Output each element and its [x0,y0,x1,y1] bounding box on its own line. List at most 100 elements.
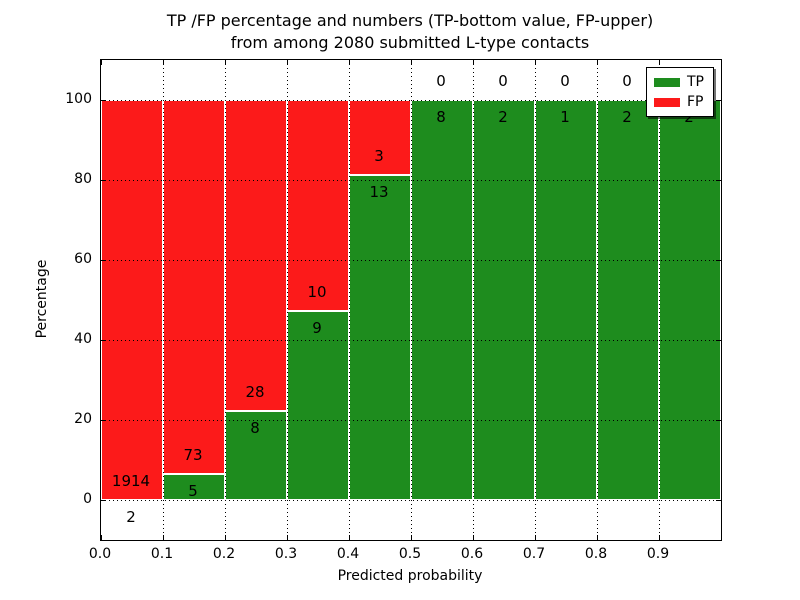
fp-count-label: 10 [307,282,327,301]
x-tick-mark [411,535,412,540]
tp-count-label: 8 [250,419,260,438]
y-tick-label: 0 [83,491,92,507]
legend-swatch-tp-icon [654,77,680,87]
x-tick-label: 0.7 [522,546,546,562]
tp-count-label: 2 [684,108,694,126]
y-tick-mark [101,260,106,261]
gridline-vertical [659,60,660,540]
gridline-horizontal [101,340,721,341]
gridline-horizontal [101,180,721,181]
tp-count-label: 2 [126,507,136,526]
gridline-horizontal [101,100,721,101]
bar-segment-fp [287,100,349,311]
x-tick-label: 0.6 [460,546,484,562]
y-tick-mark [716,260,721,261]
x-tick-mark [411,60,412,65]
legend-item-fp: FP [647,94,713,110]
fp-count-label: 0 [436,72,446,90]
gridline-vertical [287,60,288,540]
bar-segment-tp [597,100,659,500]
y-tick-mark [101,500,106,501]
x-tick-mark [163,535,164,540]
y-tick-mark [716,420,721,421]
fp-count-label: 28 [245,383,265,402]
tp-count-label: 9 [312,318,322,337]
fp-count-label: 0 [560,72,570,90]
tp-count-label: 2 [498,108,508,126]
x-tick-label: 0.0 [88,546,112,562]
bar-segment-tp [411,100,473,500]
gridline-horizontal [101,500,721,501]
bar-segment-fp [163,100,225,475]
chart-title: TP /FP percentage and numbers (TP-bottom… [100,10,720,54]
gridline-vertical [473,60,474,540]
tp-count-label: 1 [560,108,570,126]
y-tick-mark [716,500,721,501]
bar-segment-tp [473,100,535,500]
gridline-vertical [535,60,536,540]
gridline-horizontal [101,420,721,421]
x-axis-label: Predicted probability [337,568,483,584]
tp-count-label: 5 [188,482,198,501]
gridline-vertical [225,60,226,540]
y-tick-label: 20 [74,411,92,427]
y-tick-mark [101,340,106,341]
x-tick-mark [287,60,288,65]
x-tick-label: 0.8 [584,546,608,562]
gridline-vertical [597,60,598,540]
plot-area [100,59,722,541]
fp-count-label: 0 [498,72,508,90]
x-tick-mark [101,60,102,65]
legend-label-fp: FP [687,94,704,110]
x-tick-mark [597,535,598,540]
y-tick-label: 100 [65,91,92,107]
fp-count-label: 3 [374,147,384,165]
tp-count-label: 2 [622,108,632,126]
x-tick-label: 0.4 [336,546,360,562]
gridline-vertical [411,60,412,540]
bar-segment-fp [225,100,287,412]
x-tick-mark [535,535,536,540]
y-tick-label: 40 [74,331,92,347]
y-tick-mark [101,420,106,421]
y-tick-mark [101,100,106,101]
y-tick-mark [716,100,721,101]
chart-title-line2: from among 2080 submitted L-type contact… [230,33,590,52]
bar-segment-tp [535,100,597,500]
tp-count-label: 8 [436,108,446,126]
x-tick-mark [349,535,350,540]
gridline-vertical [349,60,350,540]
legend-swatch-fp-icon [654,97,680,107]
y-tick-label: 80 [74,171,92,187]
fp-count-label: 1914 [111,471,151,490]
x-tick-mark [349,60,350,65]
x-tick-mark [659,60,660,65]
gridline-horizontal [101,260,721,261]
x-tick-mark [225,60,226,65]
x-tick-label: 0.3 [274,546,298,562]
chart-title-line1: TP /FP percentage and numbers (TP-bottom… [166,11,654,30]
legend-label-tp: TP [687,74,704,90]
x-tick-mark [535,60,536,65]
bar-segment-fp [101,100,163,500]
y-tick-label: 60 [74,251,92,267]
x-tick-mark [597,60,598,65]
bar-segment-tp [287,310,349,500]
y-tick-mark [716,340,721,341]
x-tick-mark [287,535,288,540]
y-tick-mark [716,180,721,181]
bar-segment-tp [349,175,411,500]
x-tick-label: 0.5 [398,546,422,562]
x-tick-label: 0.2 [212,546,236,562]
bar-segment-tp [163,474,225,500]
x-tick-label: 0.1 [150,546,174,562]
y-axis-label: Percentage [34,259,50,339]
x-tick-mark [473,535,474,540]
x-tick-mark [659,535,660,540]
bar-segment-tp [659,100,721,500]
x-tick-mark [473,60,474,65]
x-tick-label: 0.9 [646,546,670,562]
fp-count-label: 0 [622,72,632,90]
x-tick-mark [225,535,226,540]
